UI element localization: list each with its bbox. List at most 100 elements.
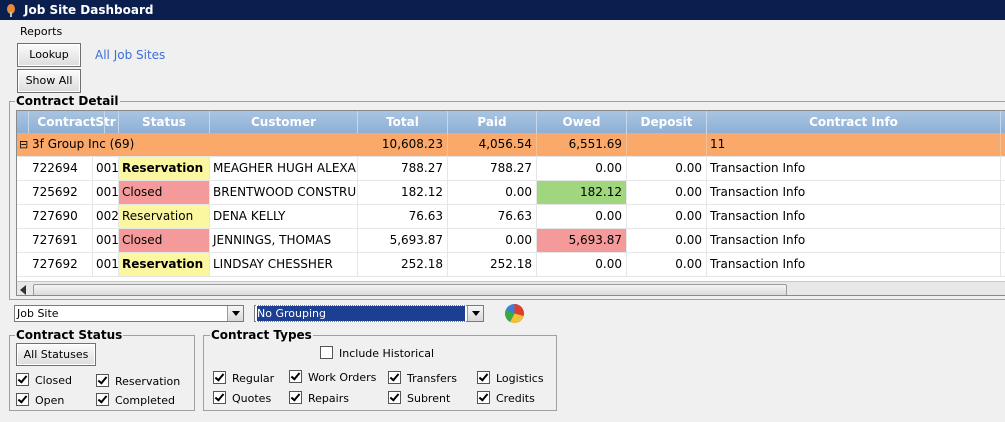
credits-checkbox[interactable]: Credits [477, 391, 535, 405]
grid-header: Contract Str Status Customer Total Paid … [17, 111, 1005, 133]
paid-cell: 76.63 [448, 205, 537, 228]
reservation-checkbox[interactable]: Reservation [96, 374, 180, 388]
deposit-cell: 0.00 [627, 157, 707, 180]
repairs-checkbox[interactable]: Repairs [289, 391, 349, 405]
all-job-sites-link[interactable]: All Job Sites [95, 48, 166, 62]
str-cell: 001 [93, 229, 119, 252]
header-str[interactable]: Str [93, 111, 119, 133]
header-owed[interactable]: Owed [537, 111, 627, 133]
subrent-label: Subrent [407, 392, 451, 405]
str-cell: 002 [93, 205, 119, 228]
closed-label: Closed [35, 374, 72, 387]
header-paid[interactable]: Paid [448, 111, 537, 133]
completed-label: Completed [115, 394, 175, 407]
owed-cell: 5,693.87 [537, 229, 627, 252]
include-historical-checkbox[interactable]: Include Historical [320, 346, 434, 360]
paid-cell: 0.00 [448, 181, 537, 204]
checkbox-check-icon[interactable] [96, 374, 109, 387]
group-owed: 6,551.69 [537, 133, 627, 156]
checkbox-check-icon[interactable] [213, 371, 226, 384]
checkbox-check-icon[interactable] [477, 391, 490, 404]
regular-checkbox[interactable]: Regular [213, 371, 274, 385]
all-statuses-button[interactable]: All Statuses [16, 343, 96, 366]
status-cell: Reservation [119, 157, 210, 180]
checkbox-check-icon[interactable] [388, 371, 401, 384]
checkbox-check-icon[interactable] [213, 391, 226, 404]
info-cell[interactable]: Transaction Info [707, 181, 1001, 204]
checkbox-check-icon[interactable] [16, 393, 29, 406]
reservation-label: Reservation [115, 375, 181, 388]
paid-cell: 788.27 [448, 157, 537, 180]
header-total[interactable]: Total [358, 111, 448, 133]
repairs-label: Repairs [308, 392, 349, 405]
window-title: Job Site Dashboard [24, 3, 154, 17]
group-info: 11 [707, 133, 1001, 156]
contract-status-title: Contract Status [15, 328, 124, 342]
info-cell[interactable]: Transaction Info [707, 205, 1001, 228]
total-cell: 76.63 [358, 205, 448, 228]
header-status[interactable]: Status [119, 111, 210, 133]
checkbox-icon[interactable] [320, 346, 333, 359]
regular-label: Regular [232, 372, 275, 385]
checkbox-check-icon[interactable] [289, 370, 302, 383]
group-collapse-toggle[interactable]: ⊟ [19, 138, 29, 151]
checkbox-check-icon[interactable] [289, 391, 302, 404]
job-site-value: Job Site [17, 307, 59, 320]
customer-cell: LINDSAY CHESSHER [210, 253, 358, 276]
group-row[interactable]: ⊟ 3f Group Inc (69) 10,608.23 4,056.54 6… [17, 133, 1005, 157]
table-row[interactable]: 725692 001 Closed BRENTWOOD CONSTRU 182.… [17, 181, 1005, 205]
info-cell[interactable]: Transaction Info [707, 229, 1001, 252]
str-cell: 001 [93, 253, 119, 276]
str-cell: 001 [93, 157, 119, 180]
closed-checkbox[interactable]: Closed [16, 373, 72, 387]
contract-cell: 727691 [29, 229, 93, 252]
contract-detail-title: Contract Detail [15, 94, 120, 108]
header-deposit[interactable]: Deposit [627, 111, 707, 133]
transfers-checkbox[interactable]: Transfers [388, 371, 457, 385]
title-bar: Job Site Dashboard [0, 0, 1005, 20]
menu-reports[interactable]: Reports [20, 25, 63, 38]
group-name: 3f Group Inc (69) [32, 137, 135, 151]
logistics-checkbox[interactable]: Logistics [477, 371, 544, 385]
checkbox-check-icon[interactable] [96, 393, 109, 406]
header-contract[interactable]: Contract [29, 111, 105, 133]
header-contract-info[interactable]: Contract Info [707, 111, 1001, 133]
customer-cell: BRENTWOOD CONSTRU [210, 181, 358, 204]
pie-chart-icon[interactable] [504, 303, 525, 324]
checkbox-check-icon[interactable] [388, 391, 401, 404]
lookup-button[interactable]: Lookup [17, 43, 81, 67]
grouping-select[interactable]: No Grouping [254, 305, 484, 322]
completed-checkbox[interactable]: Completed [96, 393, 175, 407]
header-customer[interactable]: Customer [210, 111, 358, 133]
owed-cell: 0.00 [537, 157, 627, 180]
open-checkbox[interactable]: Open [16, 393, 64, 407]
chevron-down-icon[interactable] [227, 306, 243, 321]
job-site-select[interactable]: Job Site [14, 305, 244, 322]
table-row[interactable]: 727691 001 Closed JENNINGS, THOMAS 5,693… [17, 229, 1005, 253]
show-all-button[interactable]: Show All [17, 69, 81, 93]
total-cell: 5,693.87 [358, 229, 448, 252]
work-orders-checkbox[interactable]: Work Orders [289, 370, 376, 384]
checkbox-check-icon[interactable] [477, 371, 490, 384]
scrollbar-thumb[interactable] [33, 284, 787, 295]
checkbox-check-icon[interactable] [16, 373, 29, 386]
include-historical-label: Include Historical [339, 347, 435, 360]
table-row[interactable]: 727690 002 Reservation DENA KELLY 76.63 … [17, 205, 1005, 229]
deposit-cell: 0.00 [627, 253, 707, 276]
app-icon [7, 4, 15, 17]
horizontal-scrollbar[interactable] [17, 281, 1005, 295]
info-cell[interactable]: Transaction Info [707, 253, 1001, 276]
credits-label: Credits [496, 392, 535, 405]
group-name-cell: ⊟ 3f Group Inc (69) [17, 133, 358, 156]
info-cell[interactable]: Transaction Info [707, 157, 1001, 180]
scroll-left-icon[interactable] [20, 285, 26, 295]
group-paid: 4,056.54 [448, 133, 537, 156]
group-deposit [627, 133, 707, 156]
customer-cell: MEAGHER HUGH ALEXA [210, 157, 358, 180]
table-row[interactable]: 722694 001 Reservation MEAGHER HUGH ALEX… [17, 157, 1005, 181]
table-row[interactable]: 727692 001 Reservation LINDSAY CHESSHER … [17, 253, 1005, 277]
subrent-checkbox[interactable]: Subrent [388, 391, 450, 405]
menu-bar: Reports [0, 20, 1005, 42]
chevron-down-icon[interactable] [467, 306, 483, 321]
quotes-checkbox[interactable]: Quotes [213, 391, 271, 405]
